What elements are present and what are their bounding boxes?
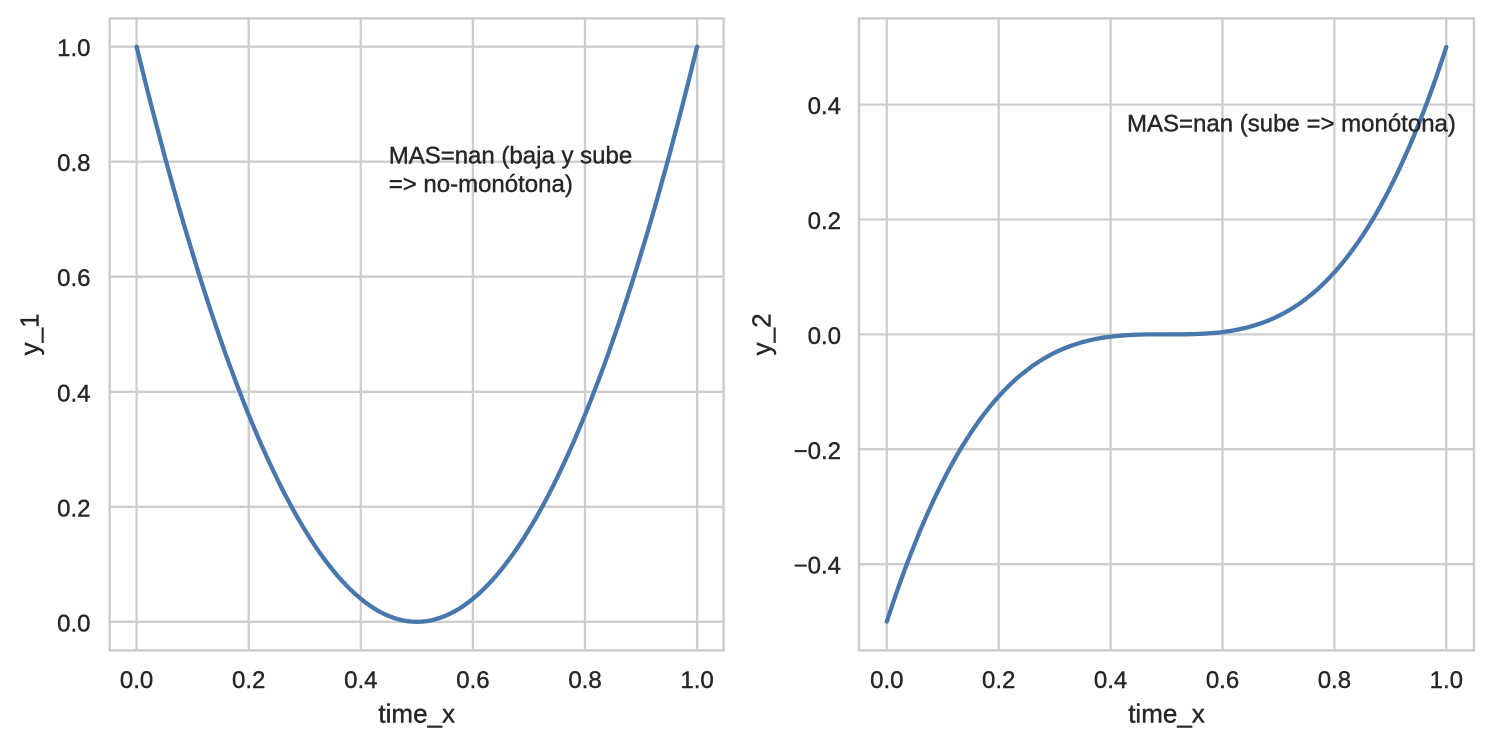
svg-text:0.4: 0.4: [344, 667, 377, 694]
svg-text:0.2: 0.2: [57, 495, 90, 522]
svg-text:0.6: 0.6: [456, 667, 489, 694]
svg-text:y_2: y_2: [747, 313, 777, 355]
svg-text:0.2: 0.2: [232, 667, 265, 694]
svg-text:0.0: 0.0: [870, 667, 903, 694]
svg-text:0.8: 0.8: [1318, 667, 1351, 694]
svg-text:0.0: 0.0: [57, 610, 90, 637]
svg-text:0.8: 0.8: [568, 667, 601, 694]
svg-text:0.2: 0.2: [982, 667, 1015, 694]
svg-text:0.6: 0.6: [57, 265, 90, 292]
svg-text:0.8: 0.8: [57, 150, 90, 177]
svg-text:1.0: 1.0: [1430, 667, 1463, 694]
svg-text:time_x: time_x: [378, 699, 455, 729]
svg-text:MAS=nan (sube => monótona): MAS=nan (sube => monótona): [1127, 111, 1456, 138]
svg-text:0.0: 0.0: [120, 667, 153, 694]
svg-text:0.4: 0.4: [1094, 667, 1127, 694]
svg-text:0.6: 0.6: [1206, 667, 1239, 694]
svg-text:0.2: 0.2: [808, 208, 841, 235]
svg-text:−0.4: −0.4: [794, 553, 841, 580]
svg-text:0.4: 0.4: [808, 93, 841, 120]
svg-text:−0.2: −0.2: [794, 438, 841, 465]
svg-text:0.4: 0.4: [57, 380, 90, 407]
svg-text:MAS=nan (baja y sube: MAS=nan (baja y sube: [389, 143, 632, 170]
svg-text:y_1: y_1: [15, 313, 45, 355]
svg-text:=> no-monótona): => no-monótona): [389, 171, 573, 198]
svg-text:0.0: 0.0: [808, 323, 841, 350]
svg-text:1.0: 1.0: [57, 35, 90, 62]
svg-text:time_x: time_x: [1128, 699, 1205, 729]
svg-text:1.0: 1.0: [680, 667, 713, 694]
